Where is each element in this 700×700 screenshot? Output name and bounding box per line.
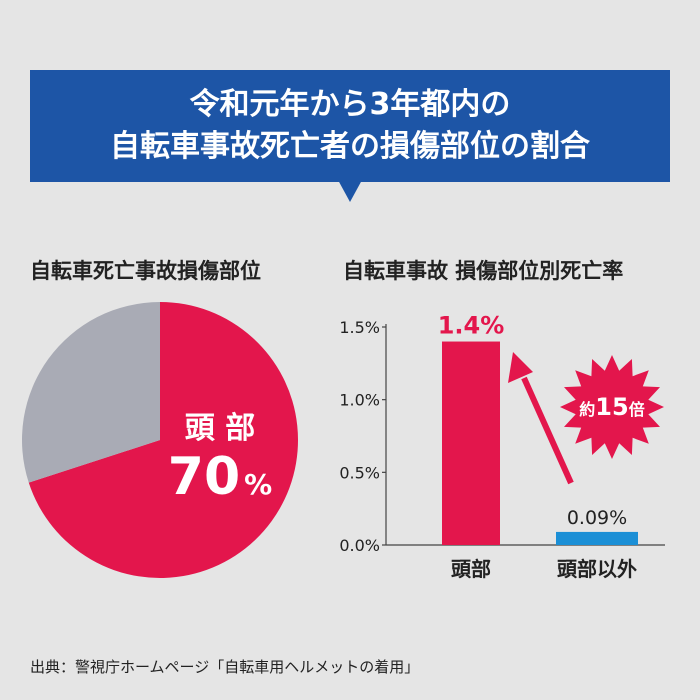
x-tick-label: 頭部 [451, 557, 491, 581]
bar-chart: 0.0% 0.5% 1.0% 1.5% 1.4% 頭部 0.09% 頭部以外 約15倍 [339, 312, 665, 581]
x-tick-label: 頭部以外 [557, 557, 637, 581]
pie-slice-value-head: 70% [168, 447, 272, 507]
ratio-number: 15 [595, 393, 628, 421]
pie-slice-head [28, 302, 298, 579]
y-tick-label: 1.5% [339, 318, 380, 337]
pie-value-number: 70 [168, 447, 240, 507]
y-tick-label: 1.0% [339, 391, 380, 410]
title-line-1: 令和元年から3年都内の [189, 87, 511, 122]
pie-chart [21, 302, 298, 579]
ratio-arrow-head [508, 352, 533, 383]
bar-chart-title: 自転車事故 損傷部位別死亡率 [343, 259, 624, 283]
bar-data-label: 0.09% [567, 507, 627, 529]
source-note: 出典：警視庁ホームページ「自転車用ヘルメットの着用」 [30, 658, 420, 676]
y-tick-label: 0.0% [339, 536, 380, 555]
pie-value-unit: % [244, 468, 272, 501]
pie-slice-label-head: 頭 部 [185, 411, 255, 446]
title-banner: 令和元年から3年都内の 自転車事故死亡者の損傷部位の割合 [30, 70, 670, 182]
ratio-arrow-shaft [521, 376, 574, 485]
pie-slice-other [21, 302, 161, 483]
bar-other [556, 531, 638, 545]
banner-pointer [338, 180, 362, 202]
pie-chart-title: 自転車死亡事故損傷部位 [30, 259, 261, 283]
title-line-2: 自転車事故死亡者の損傷部位の割合 [110, 129, 590, 164]
bar-head [442, 341, 500, 545]
ratio-starburst [560, 355, 664, 459]
y-tick-label: 0.5% [339, 463, 380, 482]
ratio-prefix: 約 [579, 400, 595, 419]
ratio-annotation: 約15倍 [579, 393, 644, 421]
ratio-suffix: 倍 [629, 400, 645, 419]
bar-data-label: 1.4% [438, 312, 505, 340]
